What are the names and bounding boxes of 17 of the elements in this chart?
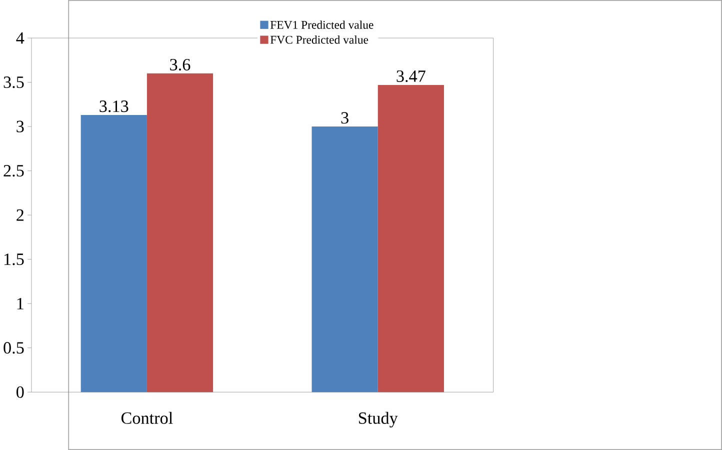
x-tick-label: Study	[359, 412, 398, 428]
y-tick-label: 4	[16, 32, 24, 44]
y-tick-label: 2.5	[4, 164, 24, 177]
y-tick-label: 1.5	[4, 254, 24, 266]
y-tick-label: 1	[17, 298, 24, 310]
y-tick-label: 3.5	[4, 76, 24, 88]
x-tick-label: Control	[121, 412, 173, 424]
data-label: 3	[341, 112, 348, 124]
data-label: 3.47	[396, 70, 426, 82]
y-tick-label: 3	[16, 120, 24, 132]
y-tick-label: 0	[16, 386, 24, 398]
data-label: 3.6	[170, 58, 190, 71]
legend-label: FVC Predicted value	[270, 35, 368, 44]
legend-label: FEV1 Predicted value	[270, 20, 374, 29]
y-tick-label: 0.5	[4, 342, 24, 354]
data-label: 3.13	[100, 100, 128, 112]
y-tick-label: 2	[16, 209, 24, 221]
